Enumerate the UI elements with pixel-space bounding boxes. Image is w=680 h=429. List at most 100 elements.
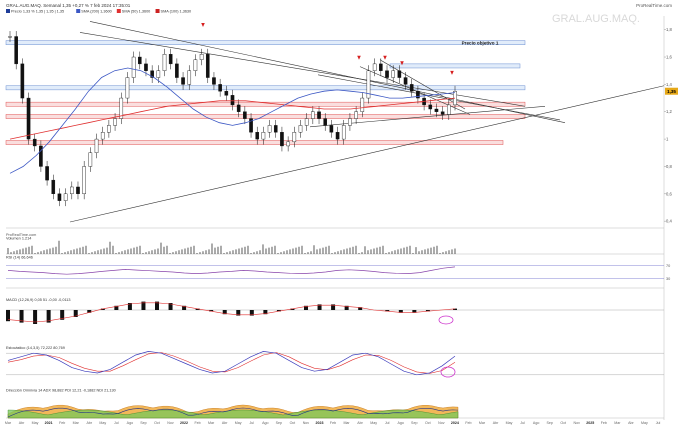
trend-line <box>379 59 466 110</box>
candle-body <box>366 70 371 99</box>
macd-histogram-bar <box>127 303 132 310</box>
x-tick-label: May <box>370 421 377 425</box>
macd-histogram-bar <box>100 308 105 310</box>
candle-body <box>447 104 451 115</box>
candle-body <box>156 70 161 78</box>
legend-label: SMA (200) 1,3600 <box>81 10 112 14</box>
candle-body <box>14 36 18 65</box>
macd-signal-line <box>7 302 456 323</box>
candle-body <box>45 166 49 181</box>
macd-histogram-bar <box>290 308 295 310</box>
candle-body <box>218 84 222 92</box>
candle-body <box>230 95 235 106</box>
candle-body <box>261 132 266 140</box>
dmi-area-green <box>7 409 459 419</box>
x-tick-label: Oct <box>154 421 160 425</box>
candle-body <box>63 193 68 201</box>
macd-histogram-bar <box>6 310 10 322</box>
stoch-title: Estocástico (14,3,5) 72,222 80,769 <box>6 346 65 350</box>
stoch-d-line <box>7 352 456 374</box>
rsi-line <box>7 266 456 275</box>
dmi-panel: Dirección Omnivía 14 ADX 98,882 PDI 12,2… <box>6 389 664 419</box>
x-tick-label: Abr <box>357 421 363 425</box>
candle-body <box>57 193 62 201</box>
candle-body <box>26 97 31 140</box>
macd-histogram-bar <box>182 305 187 310</box>
macd-histogram-bar <box>398 310 403 313</box>
x-tick-label: 2021 <box>45 421 53 425</box>
macd-histogram-bar <box>304 305 308 310</box>
x-tick-label: May <box>32 421 39 425</box>
rsi-level-label: 30 <box>666 277 670 281</box>
candle-body <box>403 77 408 85</box>
x-tick-label: Ago <box>127 421 133 425</box>
x-tick-label: Nov <box>167 421 174 425</box>
macd-histogram-bar <box>317 304 322 310</box>
candle-body <box>144 63 148 71</box>
y-tick-label: 1,2 <box>666 109 672 114</box>
legend-swatch <box>155 9 160 13</box>
macd-histogram-bar <box>141 301 146 310</box>
macd-histogram-bar <box>236 310 241 316</box>
candle-body <box>162 54 167 71</box>
legend-swatch <box>6 9 10 13</box>
signal-arrow-icon <box>383 55 387 60</box>
x-tick-label: Abr <box>493 421 499 425</box>
candle-body <box>409 84 414 92</box>
price-band <box>5 101 526 107</box>
candle-body <box>304 118 309 126</box>
candle-body <box>286 141 290 147</box>
x-tick-label: 2023 <box>315 421 323 425</box>
rsi-level-label: 70 <box>666 264 670 268</box>
x-tick-label: Jul <box>520 421 525 425</box>
chart-title: GRAL.AUG.MAQ. Semanal 1,35 +0,27 % 7 feb… <box>6 3 131 8</box>
dmi-title: Dirección Omnivía 14 ADX 98,882 PDI 12,2… <box>6 389 116 393</box>
volume-panel: Volumen 1.214 <box>6 237 664 255</box>
y-tick-label: 0,6 <box>666 191 672 196</box>
macd-histogram-bar <box>222 310 227 315</box>
candle-body <box>205 54 210 78</box>
candle-body <box>32 138 37 147</box>
x-tick-label: Mar <box>73 421 80 425</box>
candle-body <box>280 132 284 147</box>
macd-histogram-bar <box>344 305 349 310</box>
macd-histogram-bar <box>155 301 159 310</box>
x-tick-label: Feb <box>601 421 607 425</box>
candle-body <box>187 70 192 85</box>
candle-body <box>311 111 315 119</box>
x-tick-label: Nov <box>303 421 310 425</box>
candle-body <box>94 138 99 153</box>
candle-body <box>249 118 253 133</box>
legend-label: SMA (50) 1,3600 <box>122 10 151 14</box>
x-tick-label: Mar <box>479 421 486 425</box>
stoch-k-line <box>7 351 456 376</box>
candle-body <box>193 59 198 71</box>
legend-label: SMA (100) 1,3630 <box>161 10 192 14</box>
trend-line <box>359 66 471 115</box>
macd-highlight-circle <box>438 315 454 325</box>
candle-body <box>298 125 303 133</box>
x-tick-label: Jul <box>114 421 119 425</box>
candle-body <box>323 118 328 126</box>
chart-legend: Precio 1,33 % 1,35 | 1,35 | 1,35 SMA (200… <box>6 9 191 14</box>
macd-histogram-bar <box>358 307 363 310</box>
macd-histogram-bar <box>46 310 51 323</box>
legend-swatch <box>76 9 81 13</box>
candle-body <box>137 56 142 65</box>
x-axis: Mar Abr May 2021 Feb Mar Abr May Jul Ago Sep Oct Nov… <box>5 421 661 425</box>
volume-title: Volumen 1.214 <box>6 237 31 241</box>
signal-arrow-icon <box>400 61 404 66</box>
candle-body <box>88 152 93 167</box>
macd-title: MACD (12,26,9) 0,05 51 -0,00 -0,0113 <box>6 298 71 302</box>
y-tick-label: 1,4 <box>666 82 672 87</box>
candle-body <box>125 77 130 99</box>
legend-label: Precio 1,33 % 1,35 | 1,35 | 1,35 <box>11 10 64 14</box>
candle-body <box>100 132 105 140</box>
trend-line <box>317 74 561 121</box>
candle-body <box>348 118 352 126</box>
candle-body <box>440 111 445 115</box>
macd-histogram-bar <box>425 310 430 312</box>
macd-histogram-bar <box>331 304 336 310</box>
macd-histogram-bar <box>168 303 173 310</box>
